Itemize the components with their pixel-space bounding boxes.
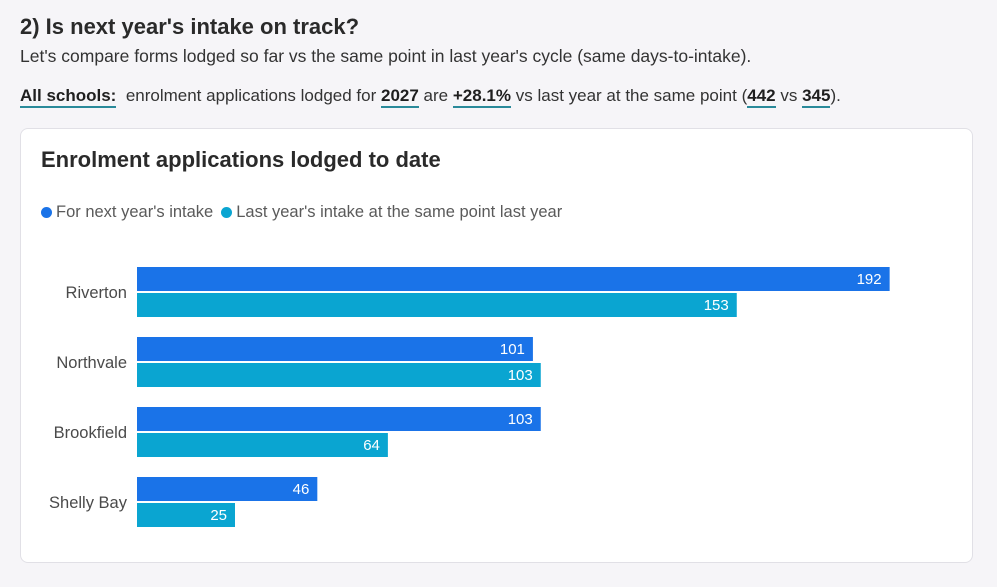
legend-dot-next-year bbox=[41, 206, 52, 218]
summary-text-4: vs bbox=[780, 86, 798, 105]
bar-chart: Riverton 192 153 Northvale 101 103 Brookfield 1… bbox=[49, 267, 890, 527]
bar-northvale-last-year[interactable] bbox=[137, 363, 541, 387]
bar-value-label-riverton-last-year: 153 bbox=[704, 297, 729, 314]
bar-value-label-northvale-last-year: 103 bbox=[508, 367, 533, 384]
summary-text-2: are bbox=[423, 86, 449, 105]
summary-text-1: enrolment applications lodged for bbox=[125, 86, 377, 105]
legend-item-next-year[interactable]: For next year's intake bbox=[41, 201, 213, 223]
bar-value-label-shelly-bay-last-year: 25 bbox=[210, 507, 227, 524]
bar-brookfield-last-year[interactable] bbox=[137, 433, 388, 457]
bar-value-label-northvale-next-year: 101 bbox=[500, 341, 525, 358]
summary-text-3: vs last year at the same point ( bbox=[515, 86, 748, 105]
legend-dot-last-year bbox=[221, 206, 233, 218]
legend-label-next-year: For next year's intake bbox=[56, 203, 214, 221]
chart-title: Enrolment applications lodged to date bbox=[41, 147, 441, 172]
bar-value-label-shelly-bay-next-year: 46 bbox=[293, 481, 310, 498]
section-subtitle: Let's compare forms lodged so far vs the… bbox=[20, 46, 752, 66]
bar-value-label-brookfield-last-year: 64 bbox=[363, 437, 380, 454]
summary-year: 2027 bbox=[380, 86, 419, 108]
category-label-shelly-bay: Shelly Bay bbox=[49, 494, 128, 512]
bar-riverton-last-year[interactable] bbox=[137, 293, 737, 317]
chart-legend: For next year's intake Last year's intak… bbox=[41, 201, 570, 223]
bar-value-label-riverton-next-year: 192 bbox=[857, 271, 882, 288]
summary-current-total: 442 bbox=[747, 86, 776, 108]
category-label-riverton: Riverton bbox=[66, 284, 127, 302]
summary-change: +28.1% bbox=[452, 86, 511, 108]
bar-northvale-next-year[interactable] bbox=[137, 337, 533, 361]
section-heading: 2) Is next year's intake on track? bbox=[20, 14, 360, 39]
legend-item-last-year[interactable]: Last year's intake at the same point las… bbox=[221, 201, 562, 223]
legend-label-last-year: Last year's intake at the same point las… bbox=[236, 203, 563, 221]
bar-shelly-bay-next-year[interactable] bbox=[137, 477, 318, 501]
category-label-brookfield: Brookfield bbox=[54, 424, 127, 442]
bar-riverton-next-year[interactable] bbox=[137, 267, 890, 291]
summary-text-5: ). bbox=[830, 86, 841, 105]
bar-value-label-brookfield-next-year: 103 bbox=[508, 411, 533, 428]
bar-brookfield-next-year[interactable] bbox=[137, 407, 541, 431]
category-label-northvale: Northvale bbox=[56, 354, 127, 372]
summary-line: All schools: enrolment applications lodg… bbox=[20, 83, 841, 109]
bar-shelly-bay-last-year[interactable] bbox=[137, 503, 235, 527]
chart-card: Enrolment applications lodged to date Fo… bbox=[20, 128, 973, 563]
summary-scope: All schools: bbox=[20, 86, 117, 108]
summary-previous-total: 345 bbox=[802, 86, 831, 108]
